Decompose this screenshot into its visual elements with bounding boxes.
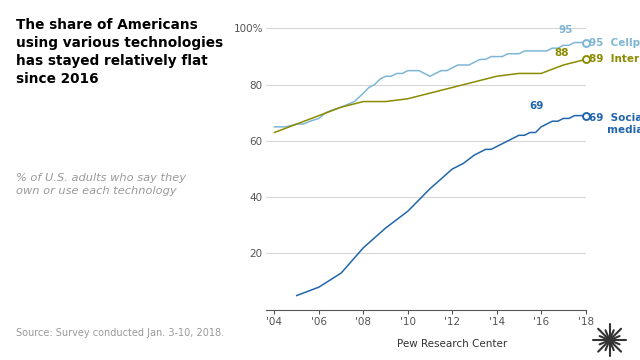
- Text: 88: 88: [554, 48, 568, 58]
- Text: % of U.S. adults who say they
own or use each technology: % of U.S. adults who say they own or use…: [16, 173, 186, 196]
- Text: 69  Social
     media: 69 Social media: [589, 113, 640, 135]
- Text: 95: 95: [559, 26, 573, 36]
- Text: 89  Internet: 89 Internet: [589, 54, 640, 64]
- Text: 69: 69: [529, 102, 544, 111]
- Text: Source: Survey conducted Jan. 3-10, 2018.: Source: Survey conducted Jan. 3-10, 2018…: [16, 328, 224, 338]
- Text: Pew Research Center: Pew Research Center: [397, 339, 507, 349]
- Text: 95  Cellphone: 95 Cellphone: [589, 37, 640, 48]
- Text: The share of Americans
using various technologies
has stayed relatively flat
sin: The share of Americans using various tec…: [16, 18, 223, 86]
